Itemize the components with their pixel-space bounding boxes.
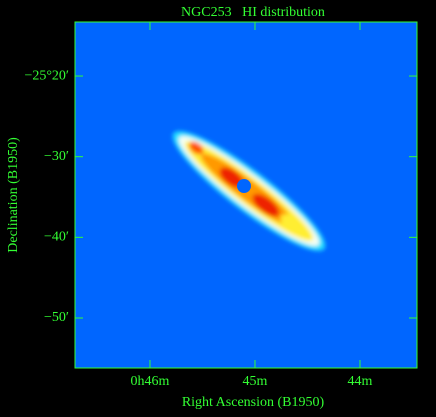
x-axis-label: Right Ascension (B1950) (182, 395, 325, 410)
hi-yellow-spot (280, 214, 305, 235)
x-tick-label: 0h46m (131, 374, 170, 389)
y-tick-label: −30′ (44, 149, 69, 164)
y-tick-label: −40′ (44, 230, 69, 245)
y-tick-label: −25°20′ (24, 68, 69, 83)
y-axis-label: Declination (B1950) (6, 137, 21, 253)
x-tick-label: 44m (348, 374, 373, 389)
hi-red (252, 193, 280, 217)
frame (74, 21, 418, 369)
hi-red (189, 141, 204, 155)
absorption-hole (237, 179, 251, 193)
x-tick-label: 45m (243, 374, 268, 389)
y-tick-label: −50′ (44, 310, 69, 325)
chart-title: NGC253 HI distribution (181, 5, 325, 20)
hi-red (219, 167, 244, 188)
